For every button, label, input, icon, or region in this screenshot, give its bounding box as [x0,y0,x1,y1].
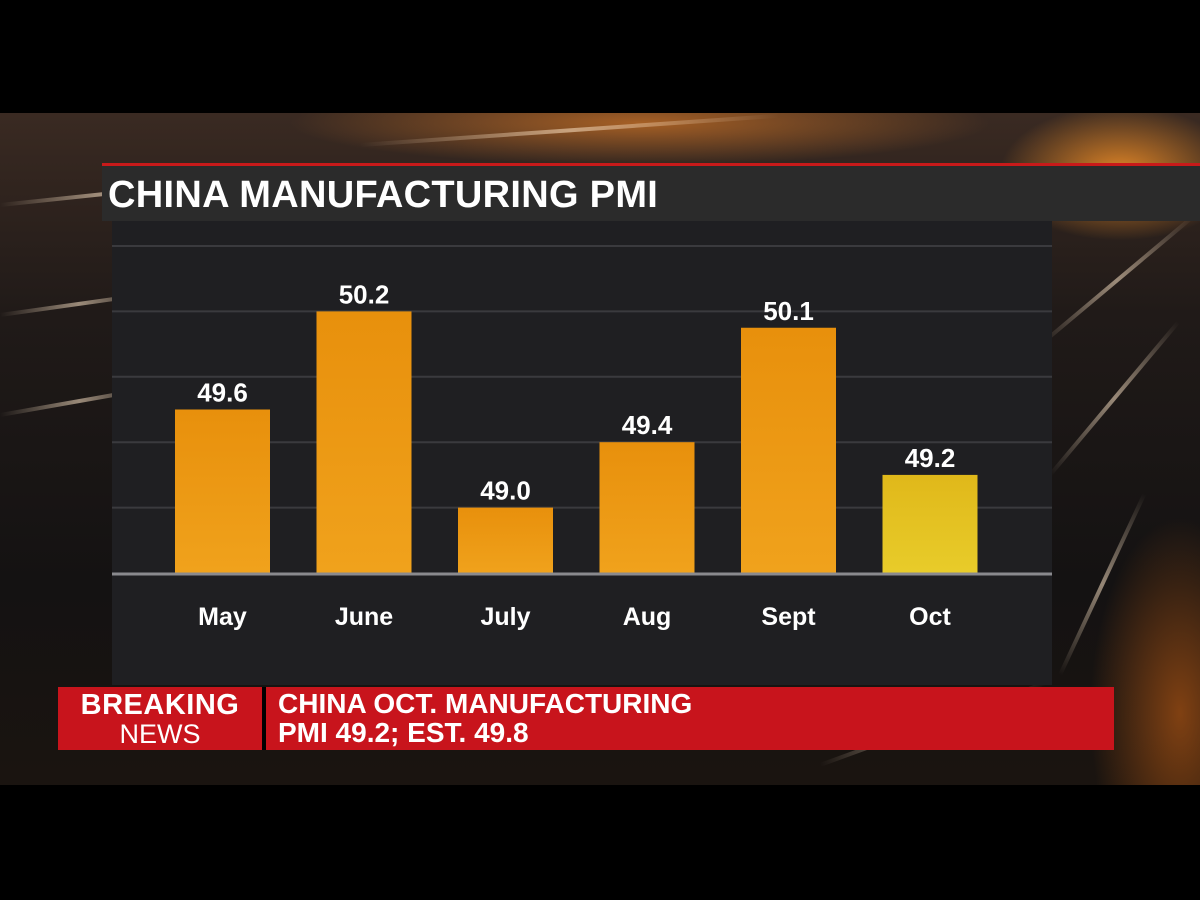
chart-title: CHINA MANUFACTURING PMI [108,174,659,216]
chart-panel: CHINA MANUFACTURING PMI 49.6 May 50.2 June 4… [102,163,1200,685]
bar-oct [882,474,978,573]
data-label-july: 49.0 [480,476,531,506]
bar-may [175,409,270,573]
bar-july [458,507,553,573]
category-label-may: May [198,603,247,631]
category-label-june: June [335,603,393,631]
category-label-july: July [480,603,530,631]
category-label-oct: Oct [909,603,951,631]
bar-aug [599,442,695,573]
category-label-sept: Sept [761,603,816,631]
headline-line-1: CHINA OCT. MANUFACTURING [278,688,693,719]
news-label: NEWS [119,719,201,749]
data-label-may: 49.6 [197,378,248,408]
ticker-divider [262,687,266,750]
breaking-news-badge: BREAKING NEWS [58,687,262,750]
headline-line-2: PMI 49.2; EST. 49.8 [278,717,529,748]
ticker-headline: CHINA OCT. MANUFACTURING PMI 49.2; EST. … [278,689,1098,747]
breaking-label: BREAKING [80,689,240,721]
breaking-news-ticker: BREAKING NEWS CHINA OCT. MANUFACTURING P… [58,687,1114,750]
data-label-june: 50.2 [339,279,390,309]
data-label-aug: 49.4 [622,410,673,440]
chart-title-bar: CHINA MANUFACTURING PMI [102,163,1200,221]
bar-june [316,311,412,573]
plot-area: 49.6 May 50.2 June 49.0 July 49.4 Aug 50.1 Sept 49… [112,221,1052,685]
category-label-aug: Aug [623,603,672,631]
bar-chart: 49.6 May 50.2 June 49.0 July 49.4 Aug 50.1 Sept 49… [112,245,1052,631]
data-label-sept: 50.1 [763,296,814,326]
light-streak [359,113,780,147]
data-label-oct: 49.2 [905,443,956,473]
bar-sept [741,327,836,573]
